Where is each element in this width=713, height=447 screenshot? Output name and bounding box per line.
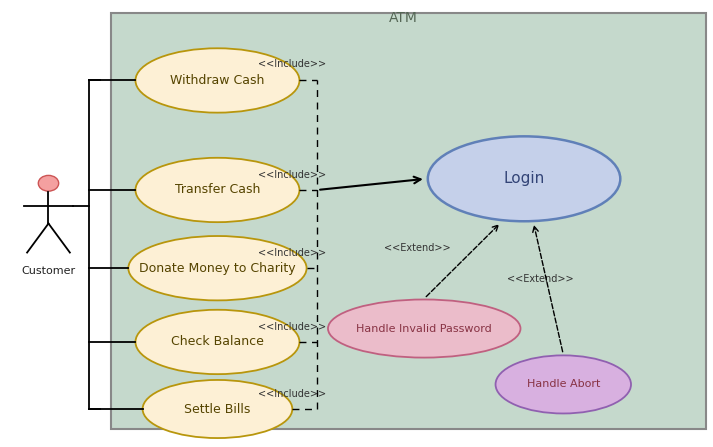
Text: Handle Invalid Password: Handle Invalid Password [356, 324, 492, 333]
Text: <<Include>>: <<Include>> [258, 322, 327, 332]
Text: Donate Money to Charity: Donate Money to Charity [139, 261, 296, 275]
Ellipse shape [39, 175, 58, 191]
Text: Transfer Cash: Transfer Cash [175, 183, 260, 197]
Ellipse shape [328, 299, 520, 358]
Text: <<Include>>: <<Include>> [258, 59, 327, 69]
Ellipse shape [135, 158, 299, 222]
Text: <<Include>>: <<Include>> [258, 389, 327, 399]
Text: Customer: Customer [21, 266, 76, 276]
Text: <<Include>>: <<Include>> [258, 248, 327, 258]
Text: <<Extend>>: <<Extend>> [384, 243, 451, 253]
FancyBboxPatch shape [111, 13, 706, 429]
Ellipse shape [428, 136, 620, 221]
Ellipse shape [135, 48, 299, 113]
Text: <<Extend>>: <<Extend>> [507, 274, 574, 284]
Text: Withdraw Cash: Withdraw Cash [170, 74, 265, 87]
Ellipse shape [496, 355, 631, 413]
Ellipse shape [135, 310, 299, 374]
Text: Handle Abort: Handle Abort [527, 380, 600, 389]
Ellipse shape [143, 380, 292, 438]
Ellipse shape [128, 236, 307, 300]
Text: Login: Login [503, 171, 545, 186]
Text: Check Balance: Check Balance [171, 335, 264, 349]
Text: <<Include>>: <<Include>> [258, 170, 327, 180]
Text: ATM: ATM [389, 11, 417, 25]
Text: Settle Bills: Settle Bills [184, 402, 251, 416]
